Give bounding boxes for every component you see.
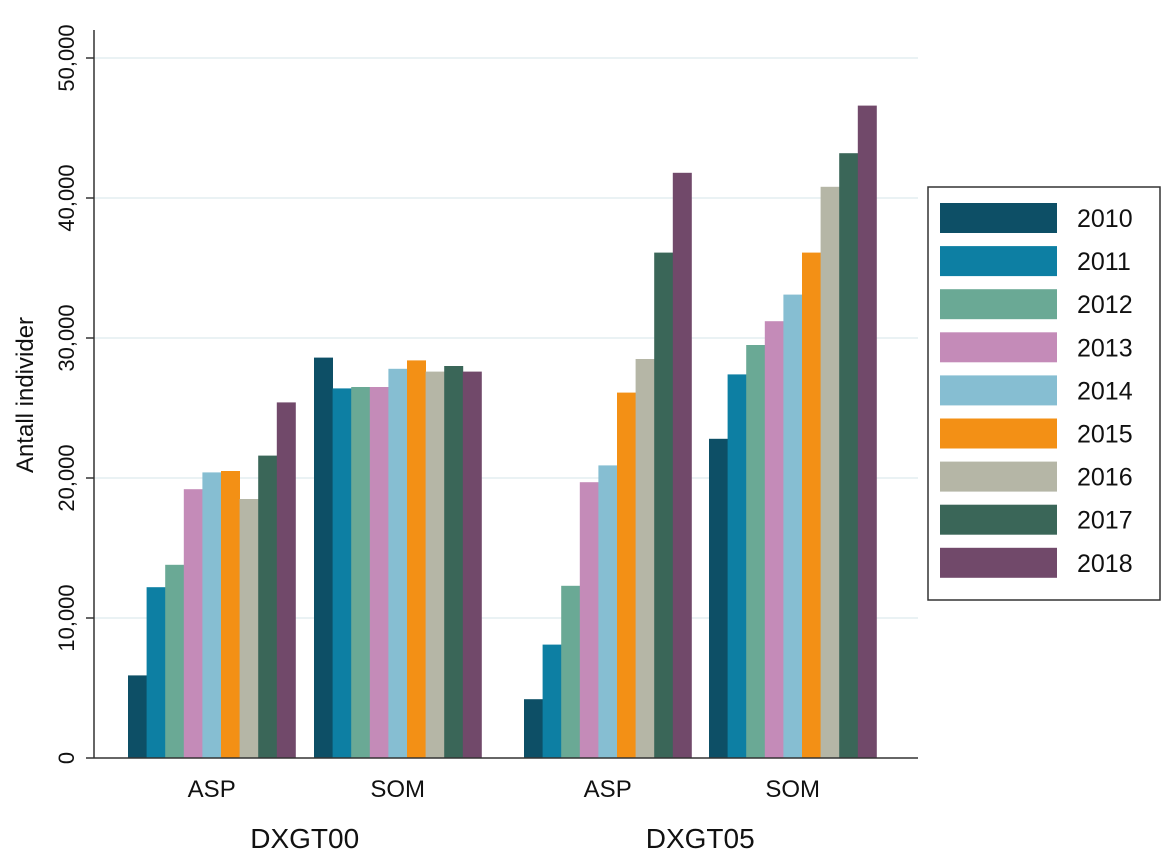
y-tick-label: 40,000 — [54, 164, 79, 231]
bars — [128, 105, 877, 759]
legend-swatch-2014 — [940, 375, 1057, 406]
bar-2010-dxgt00-som — [314, 357, 333, 758]
legend-swatch-2017 — [940, 504, 1057, 535]
x-category-label: SOM — [765, 776, 820, 803]
x-group-label: DXGT00 — [250, 823, 359, 854]
bar-2016-dxgt00-asp — [239, 499, 259, 758]
x-category-label: ASP — [188, 776, 236, 803]
y-tick-label: 0 — [54, 752, 79, 764]
legend-label-2010: 2010 — [1077, 205, 1133, 233]
bar-2012-dxgt05-asp — [561, 585, 581, 758]
bar-2015-dxgt00-som — [407, 360, 426, 758]
bar-2011-dxgt05-asp — [542, 644, 562, 758]
bar-2012-dxgt00-som — [351, 387, 371, 758]
bar-2015-dxgt05-som — [802, 252, 821, 758]
legend-swatch-2012 — [940, 289, 1057, 320]
x-category-label: ASP — [584, 776, 632, 803]
bar-2010-dxgt05-asp — [524, 699, 543, 758]
legend-swatch-2015 — [940, 418, 1057, 449]
bar-2012-dxgt00-asp — [165, 564, 185, 758]
bar-2014-dxgt05-asp — [598, 465, 618, 758]
legend-swatch-2013 — [940, 332, 1057, 363]
bar-2013-dxgt05-asp — [579, 482, 599, 758]
bar-2014-dxgt00-som — [388, 368, 408, 758]
x-category-label: SOM — [370, 776, 425, 803]
bar-2013-dxgt00-asp — [183, 489, 203, 758]
legend-swatch-2010 — [940, 203, 1057, 233]
legend-label-2014: 2014 — [1077, 377, 1133, 405]
bar-2013-dxgt05-som — [764, 321, 784, 758]
legend-label-2013: 2013 — [1077, 334, 1133, 362]
bar-2014-dxgt05-som — [783, 294, 803, 758]
y-tick-label: 50,000 — [54, 24, 79, 91]
bar-2014-dxgt00-asp — [202, 472, 222, 758]
bar-2016-dxgt00-som — [425, 371, 445, 758]
bar-2010-dxgt05-som — [709, 438, 728, 758]
y-axis-label: Antall individer — [12, 317, 39, 473]
legend: 2010 2011 2012 2013 2014 2015 2016 2017 2018 — [927, 186, 1161, 601]
y-axis-ticks: 0 10,000 20,000 30,000 40,000 50,000 — [54, 24, 94, 764]
bar-2017-dxgt00-asp — [258, 455, 278, 758]
bar-2017-dxgt00-som — [444, 366, 464, 758]
bar-2010-dxgt00-asp — [128, 675, 147, 758]
bar-2018-dxgt00-som — [462, 371, 482, 758]
legend-label-2018: 2018 — [1077, 550, 1133, 578]
bar-2012-dxgt05-som — [746, 345, 766, 758]
legend-swatch-2011 — [940, 246, 1057, 277]
bar-2011-dxgt00-asp — [146, 587, 166, 758]
bar-2015-dxgt00-asp — [221, 471, 240, 758]
bar-2017-dxgt05-asp — [654, 252, 674, 758]
bar-2013-dxgt00-som — [369, 387, 389, 758]
legend-swatch-2016 — [940, 461, 1057, 492]
legend-label-2015: 2015 — [1077, 421, 1133, 449]
bar-2018-dxgt00-asp — [276, 402, 296, 758]
legend-label-2011: 2011 — [1077, 248, 1131, 276]
bar-2011-dxgt05-som — [727, 374, 747, 758]
legend-label-2016: 2016 — [1077, 464, 1133, 492]
bar-2016-dxgt05-asp — [635, 359, 655, 758]
y-tick-label: 30,000 — [54, 304, 79, 371]
bar-2017-dxgt05-som — [839, 153, 859, 758]
y-tick-label: 10,000 — [54, 584, 79, 651]
x-group-label: DXGT05 — [646, 823, 755, 854]
bar-2011-dxgt00-som — [332, 388, 352, 758]
bar-2015-dxgt05-asp — [617, 392, 636, 758]
legend-swatch-2018 — [940, 547, 1057, 578]
x-axis-labels: ASP SOM DXGT00 ASP SOM DXGT05 — [188, 776, 820, 854]
legend-label-2012: 2012 — [1077, 291, 1133, 319]
bar-2016-dxgt05-som — [820, 186, 840, 759]
legend-label-2017: 2017 — [1077, 507, 1133, 535]
y-tick-label: 20,000 — [54, 444, 79, 511]
bar-2018-dxgt05-som — [857, 105, 877, 759]
bar-2018-dxgt05-asp — [672, 172, 692, 759]
